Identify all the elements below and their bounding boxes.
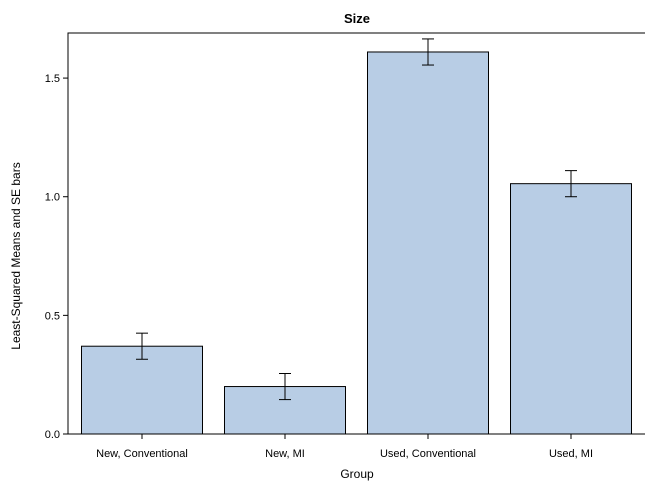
error-bars-layer [136, 38, 577, 401]
y-tick-label: 1.5 [45, 73, 60, 85]
chart-title: Size [344, 11, 370, 26]
x-tick-label: New, Conventional [96, 448, 188, 460]
x-tick-label: New, MI [265, 448, 305, 460]
y-tick-label: 1.0 [45, 192, 60, 204]
y-axis-label: Least-Squared Means and SE bars [9, 162, 23, 349]
y-tick-label: 0.0 [45, 429, 60, 441]
x-axis: New, Conventional New, MI Used, Convention… [96, 434, 593, 460]
y-tick-label: 0.5 [45, 310, 60, 322]
x-axis-label: Group [340, 467, 374, 481]
x-tick-label: Used, Conventional [380, 448, 476, 460]
y-axis: 0.0 0.5 1.0 1.5 [45, 73, 68, 441]
bar [510, 183, 632, 435]
bars-layer [81, 51, 632, 435]
x-tick-label: Used, MI [549, 448, 593, 460]
plot-frame [67, 32, 645, 435]
bar [367, 51, 489, 435]
bar [81, 345, 203, 435]
